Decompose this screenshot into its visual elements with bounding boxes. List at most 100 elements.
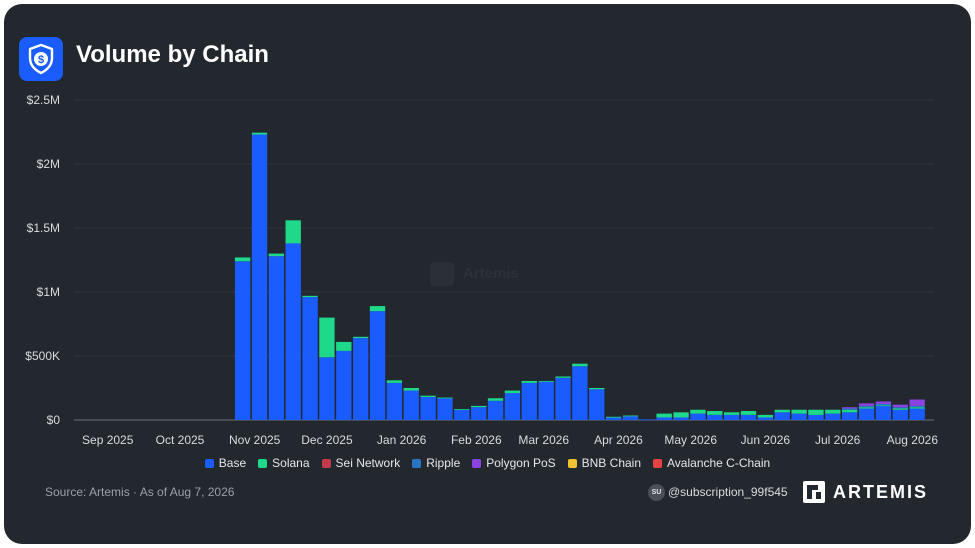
user-avatar: SU — [648, 484, 665, 501]
bar-base — [572, 366, 588, 420]
legend-item: Base — [204, 456, 247, 470]
x-tick-label: Sep 2025 — [82, 433, 134, 447]
bar-solana — [723, 412, 740, 415]
bar-base — [555, 377, 571, 420]
x-tick-label: Feb 2026 — [451, 433, 502, 447]
bar-solana — [555, 376, 571, 378]
legend-swatch — [321, 459, 331, 468]
bar-base — [842, 412, 858, 420]
subscription-handle: @subscription_99f545 — [668, 485, 788, 499]
y-tick-label: $0 — [47, 413, 61, 427]
bar-solana — [251, 132, 268, 135]
bar-base — [757, 417, 774, 420]
bar-solana — [369, 306, 386, 312]
bar-base — [336, 350, 352, 420]
bar-solana — [909, 407, 925, 409]
bar-solana — [808, 409, 824, 415]
bar-base — [268, 256, 285, 420]
bar-solana — [757, 414, 774, 418]
legend-label: Sei Network — [335, 456, 401, 470]
bar-base — [454, 409, 470, 420]
bar-base — [774, 412, 790, 420]
legend-label: Base — [218, 456, 247, 470]
bar-base — [487, 400, 504, 420]
x-tick-label: Mar 2026 — [518, 433, 569, 447]
bar-base — [386, 382, 403, 420]
bar-base — [251, 134, 268, 420]
legend-swatch — [653, 459, 663, 468]
bar-base — [639, 419, 656, 421]
bar-solana — [656, 413, 672, 418]
bar-solana — [352, 336, 369, 339]
legend-item: Solana — [258, 456, 310, 470]
bar-base — [656, 417, 672, 420]
watermark-logo-icon — [430, 262, 454, 286]
bar-solana — [774, 409, 790, 413]
bar-base — [858, 408, 875, 420]
bar-polygon-pos — [892, 404, 908, 408]
bar-solana — [437, 397, 453, 399]
legend-label: Solana — [272, 456, 310, 470]
bar-solana — [521, 380, 537, 383]
bar-base — [538, 381, 554, 420]
legend-label: Avalanche C-Chain — [667, 456, 771, 470]
legend-item: Sei Network — [321, 456, 401, 470]
chart-card: $ Volume by Chain Artemis $0 $500K $1M $1.5… — [4, 4, 971, 544]
bar-base — [740, 414, 757, 420]
legend-swatch — [204, 459, 214, 468]
page-title: Volume by Chain — [76, 41, 269, 68]
bar-polygon-pos — [909, 399, 925, 406]
legend-label: Polygon PoS — [486, 456, 556, 470]
bar-ripple — [909, 405, 925, 408]
bar-solana — [875, 405, 892, 407]
x-tick-label: Jun 2026 — [741, 433, 791, 447]
legend-swatch — [412, 459, 422, 468]
y-tick-label: $1.5M — [27, 221, 60, 235]
bar-base — [589, 389, 605, 420]
shield-dollar-icon: $ — [19, 37, 63, 81]
watermark-text: Artemis — [463, 265, 519, 282]
bar-base — [369, 311, 386, 420]
bar-solana — [302, 295, 318, 298]
bar-base — [605, 417, 622, 420]
legend-item: Polygon PoS — [472, 456, 556, 470]
bar-polygon-pos — [875, 401, 892, 404]
artemis-logo-icon — [803, 481, 825, 503]
bar-solana — [791, 409, 807, 414]
x-tick-label: May 2026 — [664, 433, 717, 447]
bar-solana — [336, 341, 352, 351]
y-tick-label: $500K — [25, 349, 60, 363]
x-tick-label: Jan 2026 — [377, 433, 427, 447]
bar-solana — [386, 380, 403, 383]
bar-ripple — [858, 405, 875, 408]
bar-base — [875, 405, 892, 420]
x-tick-label: Dec 2025 — [301, 433, 353, 447]
bar-solana — [487, 398, 504, 401]
bar-base — [471, 407, 487, 420]
bar-solana — [285, 220, 301, 244]
bar-base — [285, 243, 301, 420]
bar-solana — [504, 390, 521, 394]
x-tick-label: Nov 2025 — [229, 433, 281, 447]
bar-solana — [234, 257, 251, 262]
legend-label: BNB Chain — [581, 456, 642, 470]
bar-solana — [319, 317, 335, 358]
bar-base — [319, 357, 335, 420]
bar-polygon-pos — [858, 403, 875, 406]
x-tick-label: Aug 2026 — [887, 433, 939, 447]
bar-ripple — [892, 407, 908, 409]
bar-solana — [858, 407, 875, 409]
bar-solana — [622, 415, 639, 417]
bar-base — [521, 382, 537, 420]
bar-base — [723, 414, 740, 420]
bar-ripple — [875, 404, 892, 406]
bar-base — [302, 297, 318, 420]
legend-item: BNB Chain — [567, 456, 642, 470]
bar-base — [504, 393, 521, 420]
bar-solana — [740, 411, 757, 415]
bar-solana — [690, 409, 706, 414]
legend-swatch — [258, 459, 268, 468]
chart-plot: $0 $500K $1M $1.5M $2M $2.5M Sep 2025 Oct 2025… — [25, 93, 939, 447]
y-tick-label: $2M — [37, 157, 60, 171]
bar-base — [707, 414, 723, 420]
